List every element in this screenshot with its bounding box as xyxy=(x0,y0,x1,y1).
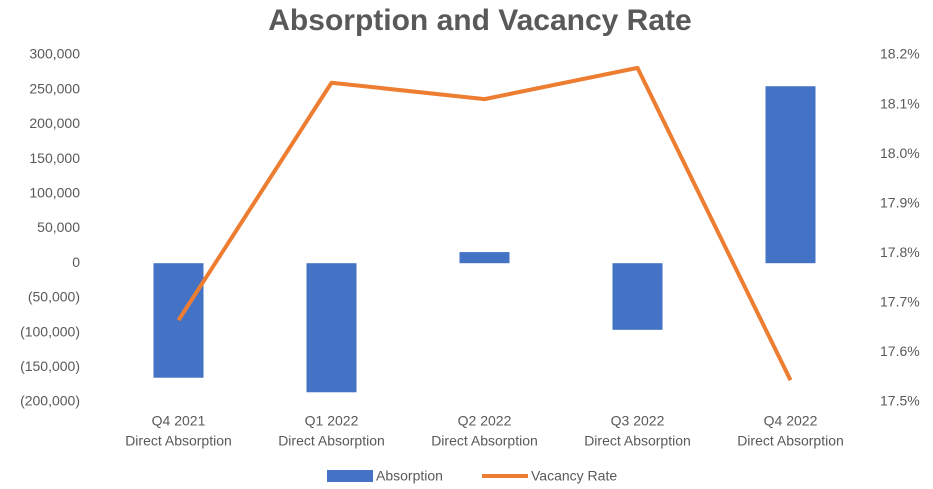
chart-title: Absorption and Vacancy Rate xyxy=(268,4,691,37)
y-tick-label: 0 xyxy=(72,254,80,270)
y-tick-label: 300,000 xyxy=(29,46,80,62)
y2-tick-label: 17.8% xyxy=(880,244,920,260)
y-tick-label: (200,000) xyxy=(20,393,80,409)
x-tick-label: Q2 2022 xyxy=(458,413,512,429)
x-tick-label: Q1 2022 xyxy=(305,413,359,429)
line xyxy=(176,65,793,382)
y2-tick-label: 17.9% xyxy=(880,194,920,210)
y-tick-label: (50,000) xyxy=(28,289,80,305)
y-tick-label: 200,000 xyxy=(29,115,80,131)
y2-tick-label: 17.7% xyxy=(880,294,920,310)
y2-tick-label: 18.2% xyxy=(880,46,920,62)
bar xyxy=(612,263,663,330)
y-tick-label: 100,000 xyxy=(29,185,80,201)
bar xyxy=(153,263,204,378)
y2-tick-label: 17.6% xyxy=(880,343,920,359)
y2-tick-label: 18.0% xyxy=(880,145,920,161)
bar xyxy=(306,263,357,393)
y-tick-label: (150,000) xyxy=(20,358,80,374)
y2-tick-label: 18.1% xyxy=(880,95,920,111)
bar xyxy=(765,86,816,264)
y2-tick-label: 17.5% xyxy=(880,393,920,409)
x-tick-label: Direct Absorption xyxy=(431,433,538,449)
legend-swatch xyxy=(327,470,373,482)
legend-label: Absorption xyxy=(376,468,443,484)
x-tick-label: Q4 2021 xyxy=(152,413,206,429)
legend-label: Vacancy Rate xyxy=(531,468,617,484)
x-tick-label: Direct Absorption xyxy=(737,433,844,449)
x-tick-label: Q3 2022 xyxy=(611,413,665,429)
x-tick-label: Direct Absorption xyxy=(278,433,385,449)
x-tick-label: Direct Absorption xyxy=(125,433,232,449)
y-tick-label: 50,000 xyxy=(37,219,80,235)
x-tick-label: Direct Absorption xyxy=(584,433,691,449)
x-tick-label: Q4 2022 xyxy=(764,413,818,429)
bar xyxy=(459,252,510,264)
y-tick-label: 150,000 xyxy=(29,150,80,166)
y-tick-label: (100,000) xyxy=(20,323,80,339)
y-tick-label: 250,000 xyxy=(29,80,80,96)
